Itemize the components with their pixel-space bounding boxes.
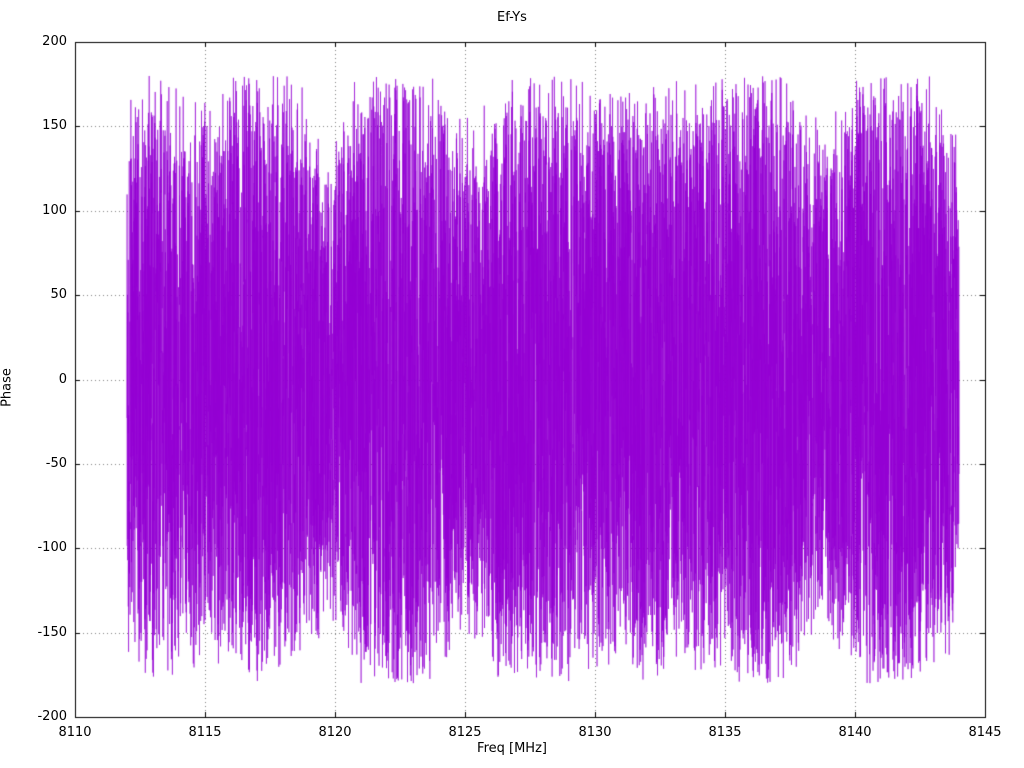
- y-tick-label: -200: [37, 709, 67, 724]
- y-tick-label: 200: [42, 34, 67, 49]
- y-tick-label: 100: [42, 202, 67, 218]
- x-tick-label: 8140: [838, 725, 872, 740]
- x-tick-label: 8115: [188, 725, 222, 740]
- x-axis-label: Freq [MHz]: [477, 741, 547, 756]
- y-tick-label: -50: [45, 455, 67, 471]
- x-tick-label: 8110: [58, 725, 92, 740]
- y-tick-label: 0: [58, 371, 67, 387]
- y-tick-label: -100: [37, 540, 67, 556]
- x-tick-label: 8120: [318, 725, 352, 740]
- y-tick-label: 50: [50, 287, 67, 303]
- x-tick-label: 8130: [578, 725, 612, 740]
- x-tick-label: 8135: [708, 725, 742, 740]
- x-tick-label: 8145: [968, 725, 1002, 740]
- x-tick-label: 8125: [448, 725, 482, 740]
- y-axis-label: Phase: [0, 368, 15, 407]
- chart-title: Ef-Ys: [497, 10, 527, 25]
- y-tick-label: -150: [37, 624, 67, 640]
- y-tick-label: 150: [42, 118, 67, 134]
